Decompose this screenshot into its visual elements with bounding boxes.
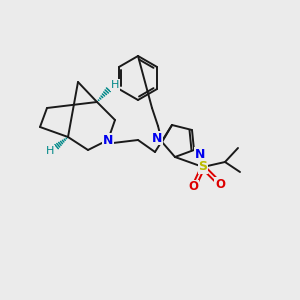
Text: O: O <box>215 178 225 190</box>
Text: H: H <box>111 80 119 90</box>
Text: N: N <box>152 131 162 145</box>
Text: S: S <box>199 160 208 173</box>
Text: H: H <box>46 146 54 156</box>
Text: O: O <box>188 181 198 194</box>
Text: N: N <box>103 134 113 146</box>
Text: N: N <box>195 148 205 160</box>
